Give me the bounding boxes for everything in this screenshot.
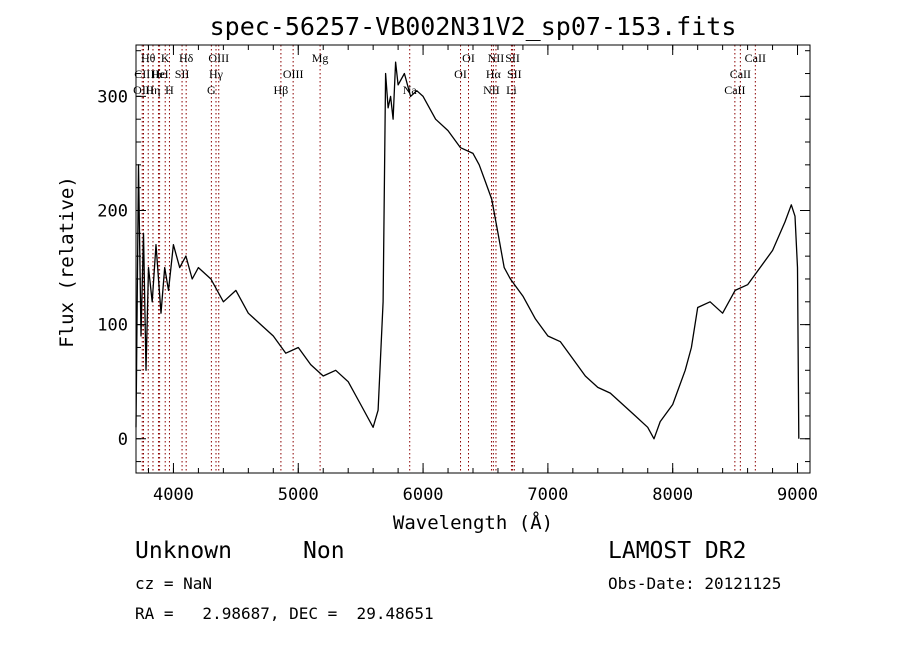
line-marker-label: OIII: [208, 51, 229, 65]
line-marker-label: SII: [507, 67, 522, 81]
line-marker-label: OIII: [133, 83, 154, 97]
line-marker-label: SII: [505, 51, 520, 65]
y-tick-label: 200: [97, 201, 128, 221]
line-marker-label: OI: [454, 67, 467, 81]
cz-value: cz = NaN: [135, 574, 213, 593]
x-tick-label: 9000: [777, 485, 818, 505]
line-marker-label: Li: [506, 83, 517, 97]
class-label: Unknown: [135, 538, 232, 564]
coordinates: RA = 2.98687, DEC = 29.48651: [135, 604, 434, 623]
line-markers: [141, 45, 756, 473]
y-tick-label: 300: [97, 87, 128, 107]
line-marker-label: CII: [134, 67, 150, 81]
y-tick-label: 100: [97, 316, 128, 336]
survey-label: LAMOST DR2: [608, 538, 747, 564]
line-marker-label: NII: [488, 51, 505, 65]
line-marker-label: CaII: [724, 83, 745, 97]
line-marker-label: G: [207, 83, 216, 97]
x-axis: 4000 5000 6000 7000 8000 9000: [147, 45, 818, 505]
line-marker-label: K: [161, 51, 170, 65]
line-marker-label: NII: [483, 83, 500, 97]
line-marker-label: H: [165, 83, 174, 97]
line-marker-label: Hδ: [179, 51, 194, 65]
spectrum-series: [135, 61, 800, 440]
spectrum-line: [135, 61, 800, 440]
line-marker-label: OI: [462, 51, 475, 65]
line-marker-label: SII: [175, 67, 190, 81]
line-marker-label: Hθ: [141, 51, 156, 65]
line-marker-label: Mg: [312, 51, 329, 65]
line-marker-label: OIII: [283, 67, 304, 81]
x-tick-label: 6000: [403, 485, 444, 505]
line-marker-label: Hβ: [274, 83, 289, 97]
chart-title: spec-56257-VB002N31V2_sp07-153.fits: [210, 12, 737, 41]
line-marker-label: Hη: [145, 83, 160, 97]
subclass-label: Non: [303, 538, 345, 564]
y-axis-label: Flux (relative): [56, 176, 78, 348]
plot-frame: [135, 44, 811, 474]
x-tick-label: 5000: [278, 485, 319, 505]
y-tick-label: 0: [118, 430, 128, 450]
line-marker-label: CaII: [745, 51, 766, 65]
x-tick-label: 7000: [527, 485, 568, 505]
line-marker-label: Hε: [152, 67, 166, 81]
line-marker-label: CaII: [730, 67, 751, 81]
line-marker-label: Hγ: [209, 67, 224, 81]
x-axis-label: Wavelength (Å): [393, 511, 553, 534]
y-axis: 0 100 200 300: [97, 50, 810, 463]
x-tick-label: 4000: [153, 485, 194, 505]
line-marker-label: Hα: [486, 67, 502, 81]
line-marker-label: HeI: [151, 67, 169, 81]
obs-date: Obs-Date: 20121125: [608, 574, 782, 593]
x-tick-label: 8000: [652, 485, 693, 505]
